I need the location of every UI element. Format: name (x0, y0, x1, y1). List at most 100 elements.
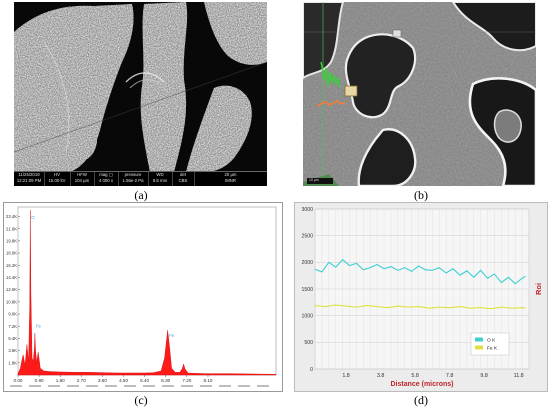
databar-cell-top: HFW (77, 172, 87, 177)
y-tick-label: 5.4K (8, 336, 17, 341)
eds-spectrum-panel: 1.8K 3.6K 5.4K 7.2K 9.0K 10.8K 12.6K 14.4K 16.2K… (3, 202, 283, 392)
databar-cell-bottom: CBS (178, 177, 188, 183)
sem-image-a-texture (14, 2, 267, 172)
legend-swatch (475, 337, 483, 342)
footer-mark (219, 385, 231, 387)
footer-mark (86, 385, 98, 387)
databar-cell-top: pressure (124, 172, 142, 177)
databar-cell: WD 9.5 mm (148, 172, 173, 186)
y-tick-label: 2500 (301, 233, 313, 239)
databar-cell-bottom: 1.56e-2 Pa (122, 177, 144, 183)
x-tick-label: 3.8 (377, 373, 385, 379)
x-tick-label: 6.30 (161, 378, 170, 383)
y-tick-label: 7.2K (8, 324, 17, 329)
line-profile-chart: 0 500 1000 1500 2000 2500 3000 1.8 3.8 5.8 7.8 9.8 1… (301, 207, 543, 388)
y-tick-label: 0 (310, 367, 313, 373)
sem-image-a: 11/25/2019 12:21:09 PM HV 15.00 kV HFW 104 µm… (14, 2, 267, 186)
legend-label: O K (487, 338, 496, 344)
x-tick-label: 11.8 (514, 373, 524, 379)
databar-cell-top: 11/25/2019 (18, 172, 40, 177)
peak-label: Fe (36, 324, 42, 329)
x-tick-label: 5.40 (140, 378, 149, 383)
footer-mark (105, 385, 117, 387)
databar-cell-top: HV (54, 172, 60, 177)
databar-cell: pressure 1.56e-2 Pa (118, 172, 149, 186)
footer-mark (29, 385, 41, 387)
databar-cell: HV 15.00 kV (44, 172, 71, 186)
y-tick-label: 2000 (301, 260, 313, 266)
eds-spectrum-chart: 1.8K 3.6K 5.4K 7.2K 9.0K 10.8K 12.6K 14.4K 16.2K… (6, 206, 277, 387)
databar-cell: det CBS (172, 172, 195, 186)
legend-box (470, 332, 510, 356)
sem-image-b-texture (303, 2, 536, 186)
y-tick-label: 14.4K (6, 275, 17, 280)
y-tick-label: 3.6K (8, 348, 17, 353)
caption-c: (c) (134, 393, 148, 407)
x-tick-label: 9.8 (480, 373, 488, 379)
footer-mark (181, 385, 193, 387)
x-tick-label: 1.80 (56, 378, 65, 383)
footer-mark (48, 385, 60, 387)
footer-mark (124, 385, 136, 387)
x-tick-label: 7.20 (182, 378, 191, 383)
x-tick-label: 7.8 (446, 373, 454, 379)
y-tick-label: 19.8K (6, 238, 17, 243)
databar-cell: 11/25/2019 12:21:09 PM (14, 172, 45, 186)
x-tick-label: 8.10 (204, 378, 213, 383)
y-tick-label: 1.8K (8, 360, 17, 365)
footer-mark (200, 385, 212, 387)
sem-databar: 11/25/2019 12:21:09 PM HV 15.00 kV HFW 104 µm… (14, 171, 267, 186)
databar-cell-top: 20 µm (224, 172, 237, 177)
x-axis-label: Distance (microns) (390, 381, 453, 388)
x-tick-label: 3.60 (98, 378, 107, 383)
databar-cell: 20 µm IMNR (194, 172, 267, 186)
x-tick-label: 5.8 (411, 373, 419, 379)
databar-cell-top: WD (156, 172, 164, 177)
y-tick-label: 500 (304, 340, 313, 346)
footer-mark (143, 385, 155, 387)
y-axis-label: Roi (534, 283, 543, 295)
x-tick-label: 4.50 (119, 378, 128, 383)
databar-cell-bottom: 9.5 mm (152, 177, 168, 183)
footer-mark (257, 385, 269, 387)
databar-cell-bottom: 4 000 x (98, 177, 114, 183)
sem-image-b: 10 µm (303, 2, 536, 186)
footer-mark (67, 385, 79, 387)
series-line (314, 304, 526, 310)
footer-mark (238, 385, 250, 387)
spectrum-series (17, 210, 277, 376)
caption-d: (d) (414, 393, 428, 407)
x-tick-label: 2.70 (77, 378, 86, 383)
caption-b: (b) (414, 188, 428, 202)
series-line (314, 258, 526, 285)
y-tick-label: 12.6K (6, 287, 17, 292)
databar-cell-bottom: 104 µm (74, 177, 90, 183)
caption-a: (a) (134, 188, 148, 202)
line-profile-panel: 0 500 1000 1500 2000 2500 3000 1.8 3.8 5.8 7.8 9.8 1… (294, 202, 548, 392)
peak-label: Fe (169, 333, 175, 338)
legend-label: Fe K (487, 346, 498, 352)
plot-area (17, 206, 277, 376)
databar-cell: HFW 104 µm (70, 172, 95, 186)
scale-bar-label: 10 µm (309, 178, 319, 182)
y-tick-label: 1000 (301, 313, 313, 319)
y-tick-label: 10.8K (6, 299, 17, 304)
legend-swatch (475, 345, 483, 350)
footer-mark (162, 385, 174, 387)
y-tick-label: 23.4K (6, 214, 17, 219)
databar-cell-bottom: IMNR (225, 177, 236, 183)
databar-cell-top: mag ▢ (99, 172, 113, 177)
peak-label: O (31, 215, 35, 220)
x-tick-label: 0.90 (35, 378, 44, 383)
y-tick-label: 3000 (301, 207, 313, 213)
y-tick-label: 16.2K (6, 263, 17, 268)
y-tick-label: 9.0K (8, 312, 17, 317)
databar-cell-bottom: 12:21:09 PM (16, 177, 42, 183)
x-tick-label: 1.8 (342, 373, 350, 379)
footer-mark (10, 385, 22, 387)
y-tick-label: 21.6K (6, 226, 17, 231)
y-tick-label: 18.0K (6, 251, 17, 256)
databar-cell: mag ▢ 4 000 x (94, 172, 119, 186)
databar-cell-top: det (180, 172, 186, 177)
x-tick-label: 0.00 (14, 378, 23, 383)
